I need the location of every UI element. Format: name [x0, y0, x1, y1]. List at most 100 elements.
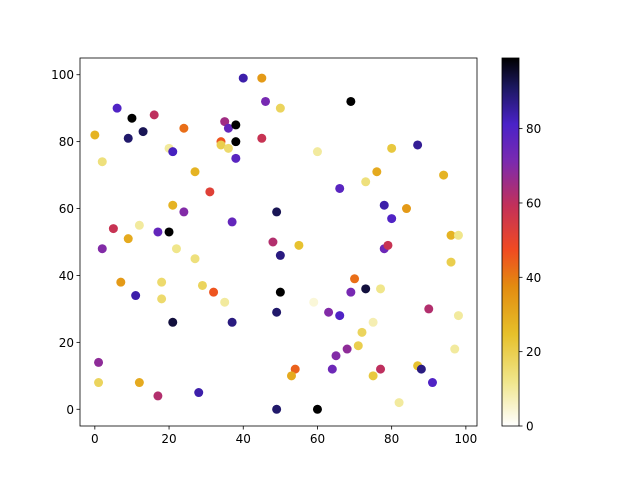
colorbar-tick-label: 0	[526, 420, 534, 434]
data-point-8	[168, 147, 178, 157]
data-point-3	[127, 113, 137, 123]
data-point-93	[194, 388, 204, 398]
data-point-69	[346, 287, 356, 297]
data-point-4	[123, 133, 133, 143]
data-point-67	[309, 297, 319, 307]
data-point-63	[168, 317, 178, 327]
data-point-52	[453, 230, 463, 240]
data-point-75	[368, 317, 378, 327]
data-point-29	[168, 200, 178, 210]
data-point-26	[413, 140, 423, 150]
colorbar-tick-label: 40	[526, 271, 541, 285]
data-point-6	[149, 110, 159, 120]
y-tick-label: 80	[59, 135, 74, 149]
x-tick-label: 20	[161, 432, 176, 446]
data-point-87	[427, 378, 437, 388]
data-point-39	[190, 254, 200, 264]
data-point-59	[157, 294, 167, 304]
data-point-72	[324, 307, 334, 317]
data-point-5	[138, 127, 148, 137]
y-tick-label: 100	[51, 68, 74, 82]
data-point-90	[286, 371, 296, 381]
data-point-11	[223, 123, 233, 133]
colorbar-tick-label: 80	[526, 122, 541, 136]
data-point-86	[450, 344, 460, 354]
x-tick-label: 100	[454, 432, 477, 446]
data-point-2	[112, 103, 122, 113]
data-point-48	[387, 214, 397, 224]
data-point-85	[453, 311, 463, 321]
data-point-65	[275, 287, 285, 297]
data-point-88	[394, 398, 404, 408]
data-point-23	[312, 147, 322, 157]
data-point-38	[171, 244, 181, 254]
data-point-21	[275, 103, 285, 113]
data-point-77	[342, 344, 352, 354]
data-point-0	[90, 130, 100, 140]
data-point-96	[94, 378, 104, 388]
data-point-46	[372, 167, 382, 177]
data-point-89	[290, 364, 300, 374]
data-point-34	[123, 234, 133, 244]
y-tick-label: 40	[59, 269, 74, 283]
data-point-31	[227, 217, 237, 227]
data-point-50	[439, 170, 449, 180]
data-point-36	[164, 227, 174, 237]
data-point-47	[379, 200, 389, 210]
data-point-80	[368, 371, 378, 381]
y-tick-label: 20	[59, 336, 74, 350]
data-point-19	[257, 73, 267, 83]
data-point-70	[361, 284, 371, 294]
data-point-76	[353, 341, 363, 351]
data-point-73	[335, 311, 345, 321]
data-point-78	[331, 351, 341, 361]
data-point-12	[231, 120, 241, 130]
data-point-15	[216, 140, 226, 150]
data-point-83	[416, 364, 426, 374]
data-point-68	[350, 274, 360, 284]
data-point-10	[220, 117, 230, 127]
data-point-94	[153, 391, 163, 401]
data-point-45	[361, 177, 371, 187]
colorbar-axis: 0 20 40 60 80	[519, 122, 541, 434]
data-point-24	[346, 96, 356, 106]
data-point-51	[446, 230, 456, 240]
data-point-40	[272, 207, 282, 217]
data-point-95	[134, 378, 144, 388]
data-point-97	[94, 357, 104, 367]
data-point-27	[190, 167, 200, 177]
data-point-61	[209, 287, 219, 297]
plot-frame	[79, 57, 478, 427]
data-point-22	[257, 133, 267, 143]
x-tick-label: 80	[384, 432, 399, 446]
data-point-28	[205, 187, 215, 197]
data-point-1	[97, 157, 107, 167]
points-layer	[90, 73, 463, 414]
data-point-91	[312, 404, 322, 414]
x-axis: 0 20 40 60 80 100	[91, 426, 477, 446]
data-point-49	[402, 204, 412, 214]
data-point-32	[134, 220, 144, 230]
x-tick-label: 40	[236, 432, 251, 446]
data-point-62	[220, 297, 230, 307]
data-point-81	[376, 364, 386, 374]
data-point-43	[294, 240, 304, 250]
data-point-92	[272, 404, 282, 414]
data-point-56	[116, 277, 126, 287]
data-point-60	[197, 280, 207, 290]
data-point-20	[261, 96, 271, 106]
data-point-13	[238, 73, 248, 83]
data-point-25	[387, 143, 397, 153]
data-point-58	[157, 277, 167, 287]
data-point-74	[357, 327, 367, 337]
x-tick-label: 60	[310, 432, 325, 446]
data-point-57	[131, 291, 141, 301]
y-axis: 0 20 40 60 80 100	[51, 68, 80, 417]
data-point-9	[179, 123, 189, 133]
data-point-64	[227, 317, 237, 327]
data-point-54	[383, 240, 393, 250]
colorbar-tick-label: 20	[526, 345, 541, 359]
data-point-44	[335, 183, 345, 193]
data-point-71	[376, 284, 386, 294]
